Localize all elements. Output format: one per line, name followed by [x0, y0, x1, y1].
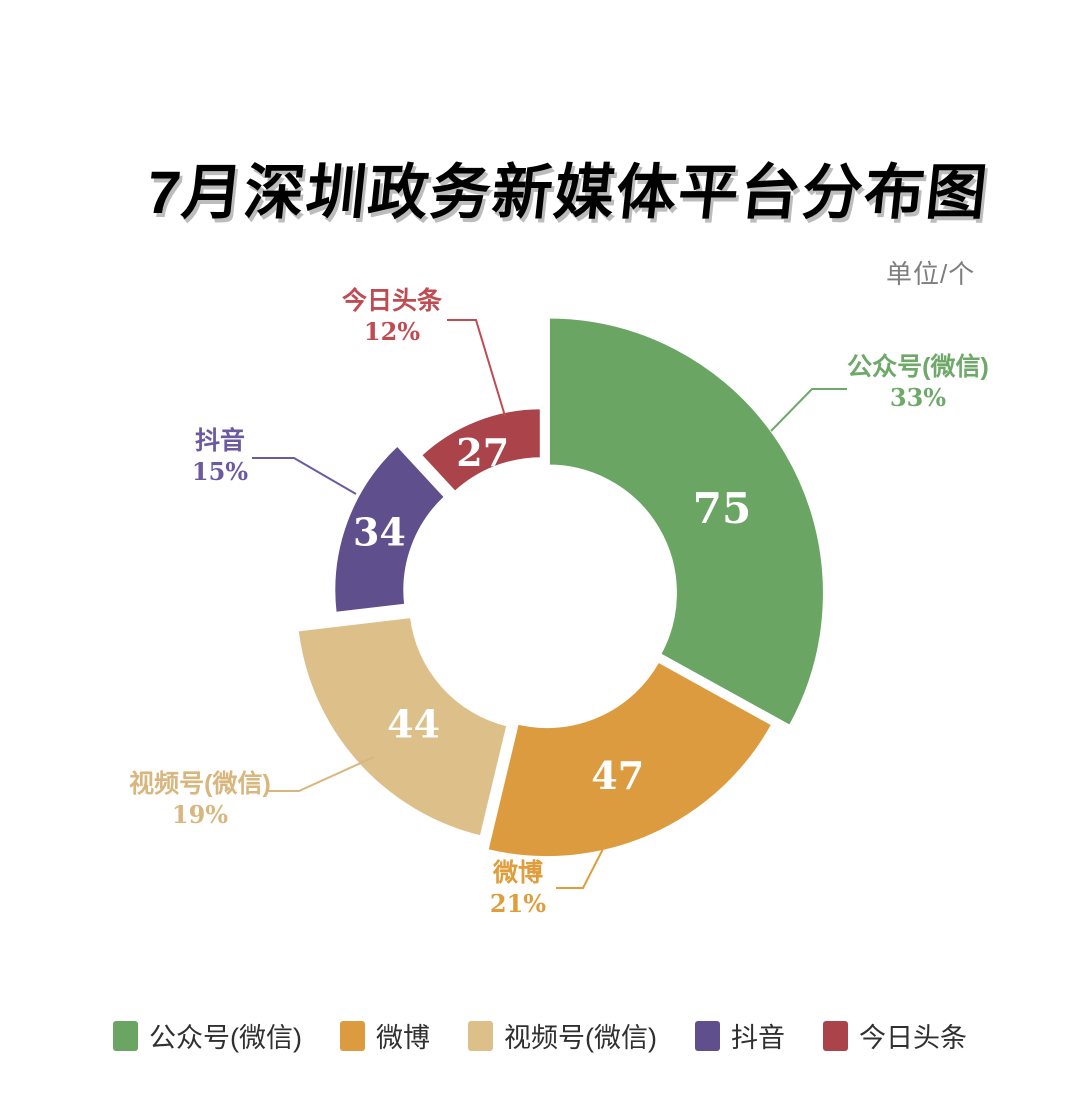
legend-label: 抖音 [730, 1023, 785, 1053]
callout-percent-label: 12% [363, 317, 421, 347]
slice-value-label: 47 [591, 753, 644, 798]
leader-line [268, 756, 375, 792]
callout-category-label: 今日头条 [341, 287, 443, 315]
legend-label: 今日头条 [858, 1023, 967, 1053]
legend-label: 公众号(微信) [149, 1023, 302, 1053]
callout-percent-label: 21% [489, 889, 547, 919]
leader-line [252, 457, 357, 495]
slice-value-label: 75 [693, 484, 751, 533]
pie-slice-3[interactable] [332, 443, 447, 615]
legend-item-2[interactable]: 视频号(微信) [468, 1016, 657, 1055]
legend-swatch [340, 1020, 365, 1051]
pie-slice-2[interactable] [295, 615, 510, 839]
callout-category-label: 微博 [492, 859, 544, 887]
pie-slice-4[interactable] [418, 406, 543, 494]
callout-category-label: 公众号(微信) [847, 353, 989, 381]
legend-swatch [694, 1020, 720, 1051]
callout-3: 抖音 15% [192, 426, 248, 487]
legend-swatch [468, 1020, 493, 1051]
callout-1: 微博 21% [490, 858, 546, 919]
legend-item-1[interactable]: 微博 [340, 1016, 430, 1055]
callout-percent-label: 15% [191, 457, 249, 487]
legend-label: 视频号(微信) [504, 1023, 657, 1053]
pie-slice-0[interactable] [546, 315, 826, 728]
legend-swatch [822, 1020, 848, 1051]
legend-item-0[interactable]: 公众号(微信) [113, 1016, 302, 1055]
callout-percent-label: 33% [889, 383, 947, 413]
slice-value-label: 27 [456, 430, 509, 475]
legend-item-3[interactable]: 抖音 [694, 1016, 785, 1055]
unit-label: 单位/个 [886, 259, 976, 289]
callout-category-label: 抖音 [194, 427, 246, 455]
slice-value-label: 34 [353, 510, 406, 555]
callout-0: 公众号(微信) 33% [847, 352, 989, 413]
leader-line [770, 388, 847, 432]
pie-slice-1[interactable] [485, 659, 775, 860]
callout-category-label: 视频号(微信) [129, 770, 271, 798]
slice-value-label: 44 [387, 702, 440, 747]
callout-4: 今日头条 12% [342, 286, 442, 347]
legend-label: 微博 [376, 1023, 430, 1053]
leader-line [447, 319, 506, 417]
legend: 公众号(微信) 微博 视频号(微信) 抖音 今日头条 [0, 1016, 1080, 1055]
leader-line [556, 842, 607, 889]
callout-2: 视频号(微信) 19% [129, 769, 271, 830]
legend-item-4[interactable]: 今日头条 [822, 1016, 967, 1055]
legend-swatch [113, 1020, 139, 1051]
callout-percent-label: 19% [171, 800, 229, 830]
